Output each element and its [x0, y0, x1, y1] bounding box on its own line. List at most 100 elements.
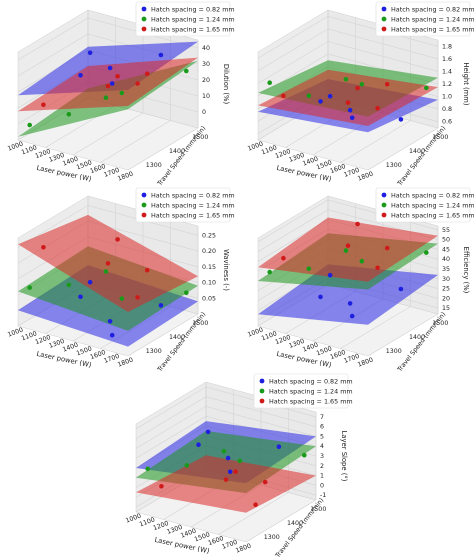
legend-label: Hatch spacing = 1.24 mm	[269, 388, 353, 396]
legend: Hatch spacing = 0.82 mm Hatch spacing = 1…	[375, 1, 474, 37]
legend-label: Hatch spacing = 1.65 mm	[151, 212, 235, 220]
data-point	[205, 429, 211, 435]
legend-marker	[259, 388, 265, 394]
legend-label: Hatch spacing = 1.65 mm	[269, 398, 353, 406]
data-point	[184, 290, 189, 295]
y-tick-label: 1400	[169, 148, 185, 155]
legend-marker	[141, 6, 147, 12]
data-point	[115, 237, 120, 242]
data-point	[66, 112, 72, 117]
data-point	[109, 81, 115, 86]
z-tick-label: 40	[202, 45, 210, 52]
z-axis-label: Dilution (%)	[222, 64, 230, 105]
z-tick-label: 0.05	[202, 295, 216, 302]
x-gridline	[127, 226, 199, 357]
data-point	[107, 319, 113, 324]
legend-marker	[381, 212, 387, 218]
legend-marker	[141, 202, 147, 208]
z-tick-label: 1.2	[442, 81, 452, 88]
data-point	[359, 258, 365, 264]
data-point	[375, 106, 380, 111]
legend-marker	[141, 16, 147, 22]
z-tick-label: 0.20	[202, 248, 216, 255]
legend-label: Hatch spacing = 1.24 mm	[391, 16, 474, 24]
data-point	[227, 469, 233, 475]
data-point	[119, 296, 125, 301]
legend-marker	[381, 6, 387, 12]
x-gridline	[245, 412, 317, 543]
chart-panel-4: 100011001200130014001500160017001800Lase…	[247, 187, 474, 374]
data-point	[158, 303, 164, 308]
y-tick-label: 1300	[386, 348, 402, 355]
data-point	[119, 90, 125, 96]
chart-panel-1: 100011001200130014001500160017001800Lase…	[7, 1, 235, 188]
y-tick-label: 1400	[409, 148, 425, 155]
data-point	[318, 294, 323, 300]
y-tick-label: 1400	[169, 334, 185, 341]
data-point	[343, 77, 349, 82]
surface-3	[258, 217, 438, 282]
data-point	[87, 50, 93, 56]
data-point	[237, 458, 243, 464]
z-tick-label: 4	[320, 443, 324, 450]
data-point	[345, 100, 351, 105]
y-tick-label: 1400	[287, 520, 303, 527]
data-point	[349, 115, 355, 121]
data-point	[318, 99, 323, 104]
data-point	[355, 221, 360, 227]
z-tick-label: 25	[442, 286, 450, 293]
legend-marker	[141, 212, 147, 218]
y-tick-label: 1300	[264, 534, 280, 541]
z-tick-label: 0.10	[202, 280, 216, 287]
legend-marker	[381, 16, 387, 22]
z-axis-label: Layer Slope (°)	[340, 431, 348, 482]
surface-1	[258, 264, 438, 325]
data-point	[327, 272, 333, 278]
z-tick-label: 2	[320, 463, 324, 470]
data-point	[103, 269, 109, 274]
data-point	[306, 266, 312, 271]
y-tick-label: 1500	[192, 134, 208, 141]
z-tick-label: 10	[202, 93, 210, 100]
legend-marker	[381, 192, 387, 198]
y-tick-label: 1500	[310, 506, 326, 513]
data-point	[347, 301, 353, 306]
data-point	[87, 279, 93, 285]
z-tick-label: 55	[442, 227, 450, 234]
data-point	[424, 85, 429, 91]
z-axis-label: Waviness (-)	[222, 249, 230, 291]
data-point	[145, 466, 150, 472]
legend-marker	[259, 378, 265, 384]
legend-box	[253, 373, 349, 409]
y-tick-label: 1300	[146, 162, 162, 169]
data-point	[384, 81, 390, 87]
surface-3	[258, 69, 438, 126]
data-point	[135, 81, 140, 86]
z-tick-label: 20	[202, 77, 210, 84]
surface-3	[136, 455, 316, 513]
legend-box	[375, 187, 471, 223]
legend-label: Hatch spacing = 1.24 mm	[391, 202, 474, 210]
z-tick-label: 0.6	[442, 119, 452, 126]
data-point	[184, 463, 190, 468]
legend-label: Hatch spacing = 0.82 mm	[151, 192, 235, 200]
z-tick-label: 40	[442, 256, 450, 263]
data-point	[41, 102, 46, 108]
z-tick-label: 7	[320, 414, 324, 421]
data-point	[105, 83, 111, 89]
data-point	[144, 71, 150, 76]
data-point	[41, 245, 46, 250]
z-tick-label: 1.8	[442, 43, 452, 50]
data-point	[355, 85, 360, 91]
data-point	[384, 245, 390, 251]
legend: Hatch spacing = 0.82 mm Hatch spacing = 1…	[135, 1, 235, 37]
data-point	[184, 68, 189, 74]
z-tick-label: 30	[442, 276, 450, 283]
z-tick-label: 0.15	[202, 264, 216, 271]
z-tick-label: 1.4	[442, 68, 452, 75]
legend-marker	[141, 26, 147, 32]
data-point	[78, 73, 83, 78]
data-point	[345, 243, 351, 248]
data-point	[225, 455, 231, 461]
legend-label: Hatch spacing = 0.82 mm	[391, 192, 474, 200]
